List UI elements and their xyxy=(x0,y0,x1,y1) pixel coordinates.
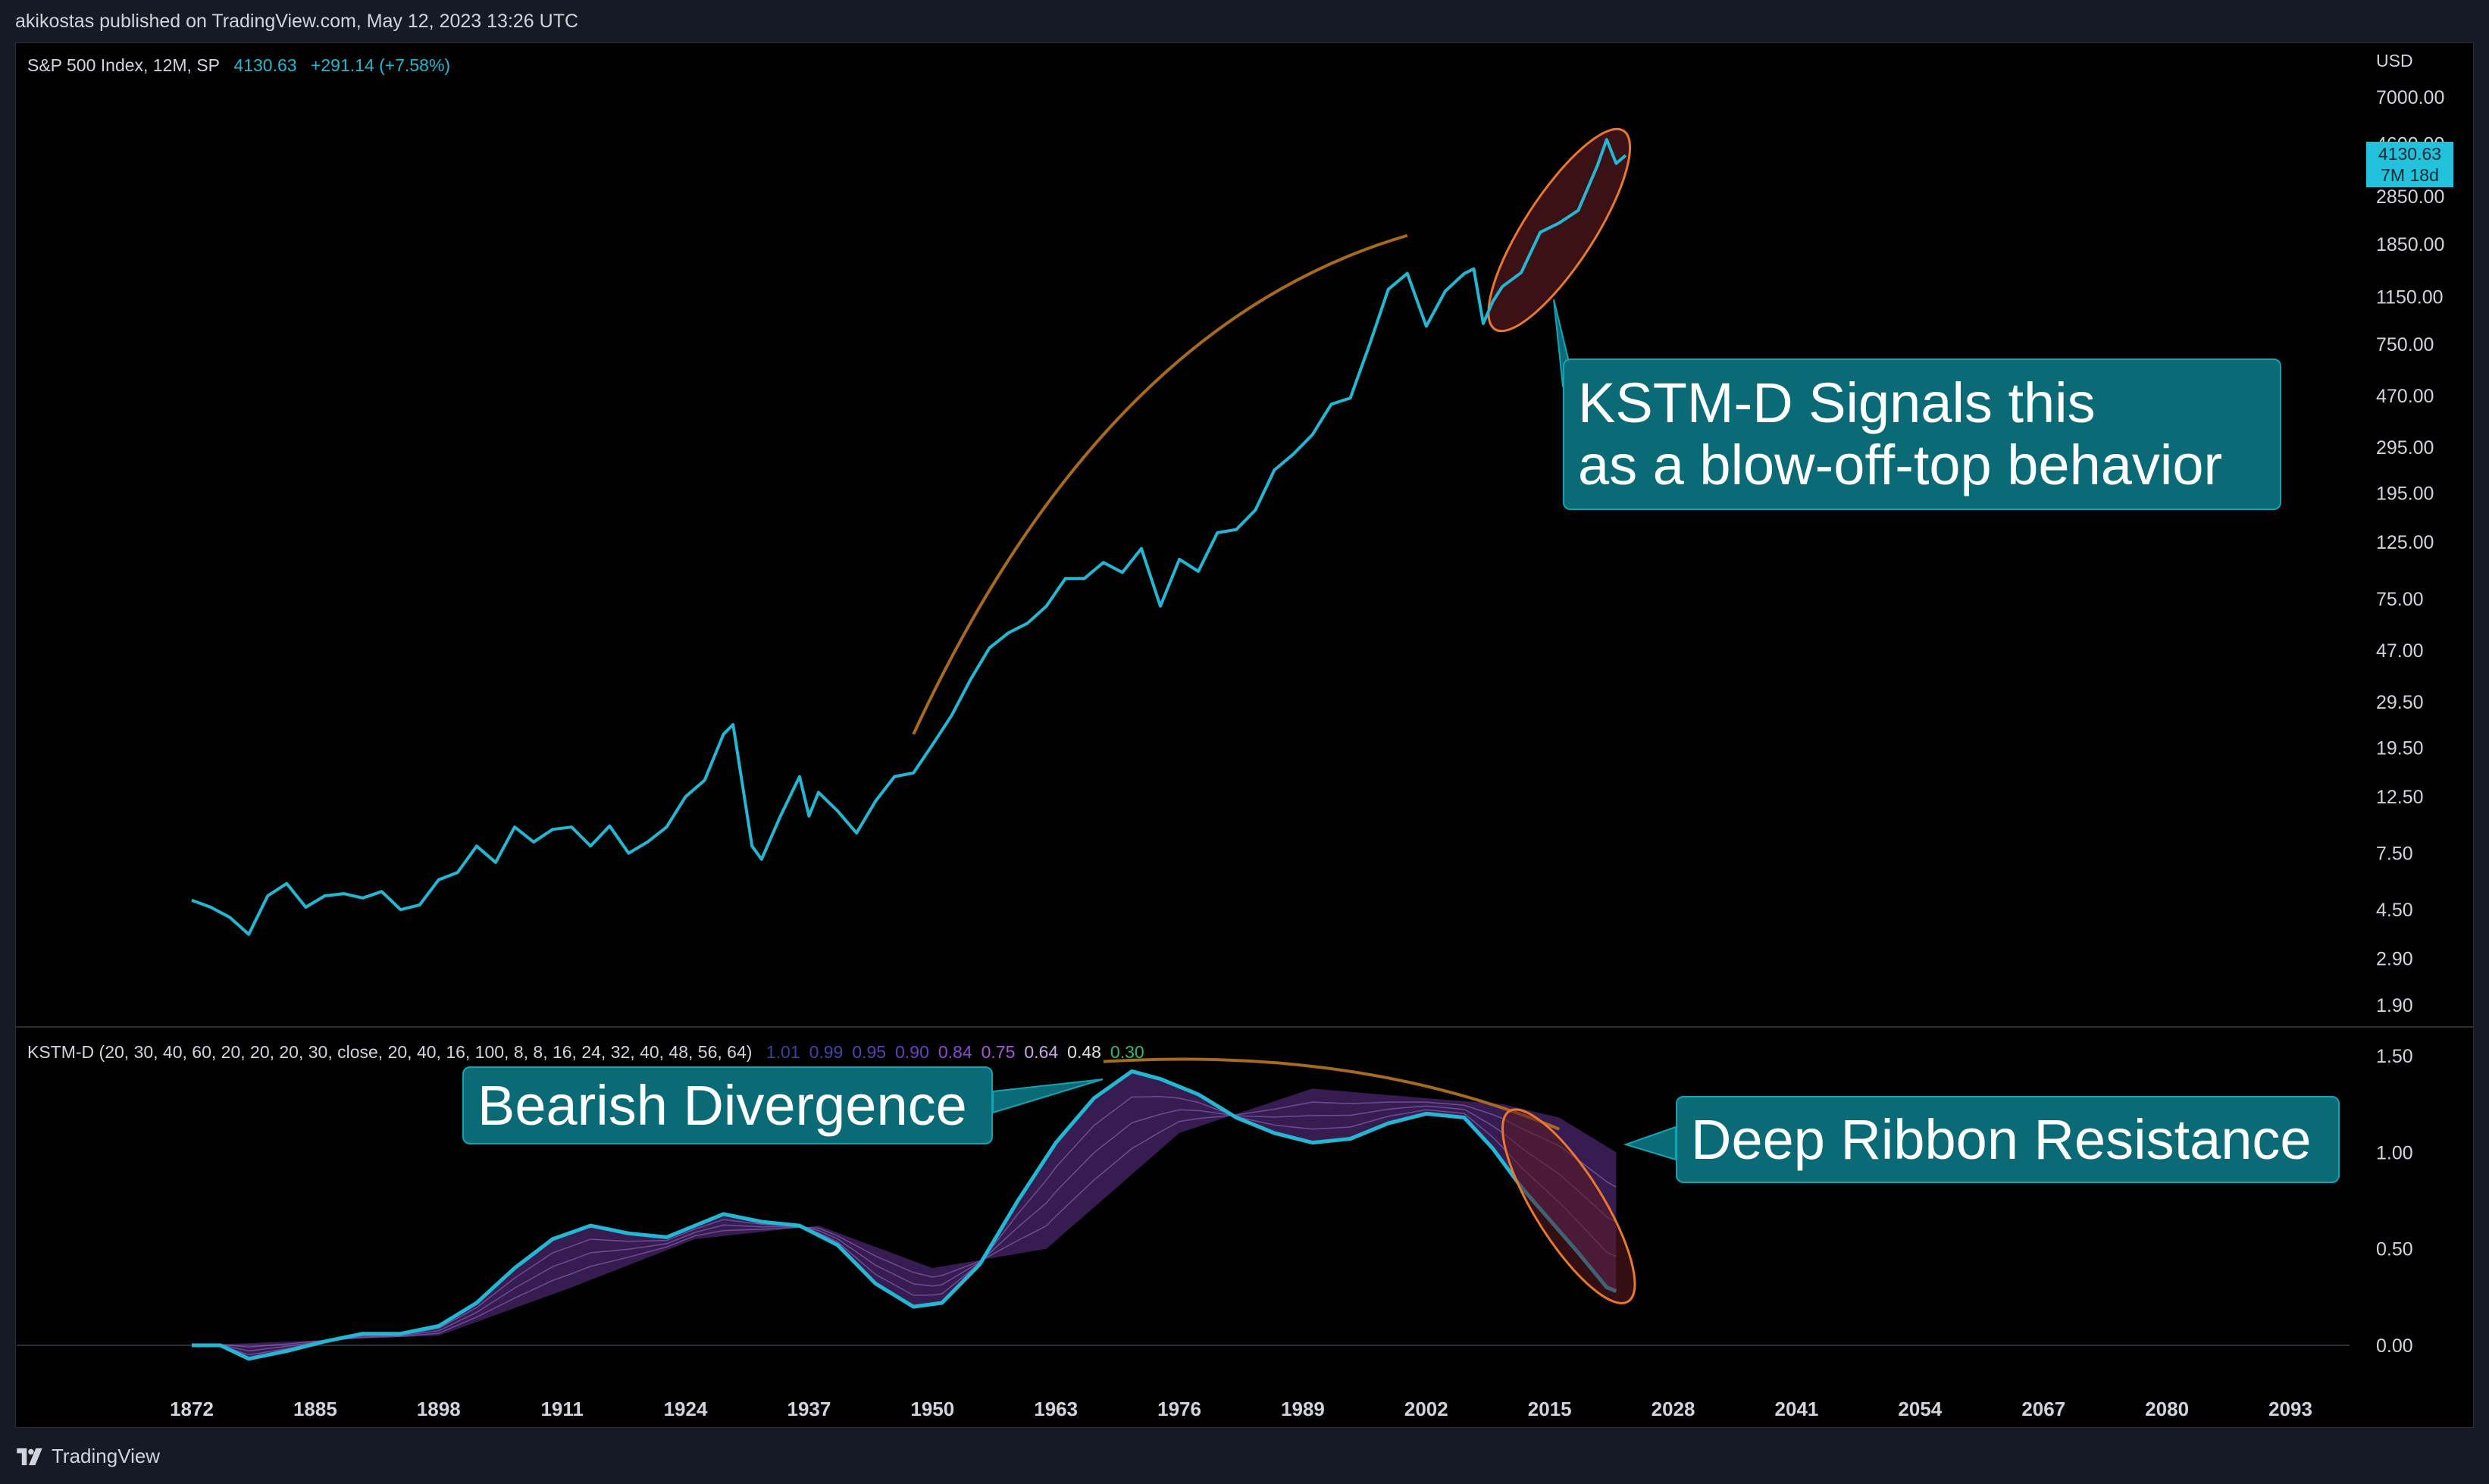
ribbon-line xyxy=(191,1101,1617,1348)
time-axis-label: 1976 xyxy=(1157,1398,1201,1420)
price-axis-label: 1150.00 xyxy=(2376,286,2444,308)
price-trend-curve xyxy=(912,233,1408,735)
tradingview-brand[interactable]: TradingView xyxy=(15,1445,160,1468)
time-axis-label: 2028 xyxy=(1652,1398,1695,1420)
price-axis-label: 47.00 xyxy=(2376,640,2424,662)
time-axis-label: 1911 xyxy=(540,1398,583,1420)
price-line[interactable] xyxy=(191,138,1627,936)
blowoff-callout: KSTM-D Signals this as a blow-off-top be… xyxy=(1563,358,2281,510)
ribbon-band xyxy=(192,1071,1617,1359)
time-axis-label: 2041 xyxy=(1775,1398,1819,1420)
symbol-label: S&P 500 Index, 12M, SP xyxy=(27,55,221,75)
last-price-tag: 4130.63 7M 18d xyxy=(2366,142,2453,187)
price-axis-label: 75.00 xyxy=(2376,589,2424,610)
ribbon-resistance-callout: Deep Ribbon Resistance xyxy=(1676,1096,2340,1183)
bearish-divergence-callout: Bearish Divergence xyxy=(462,1066,993,1144)
time-axis-label: 1963 xyxy=(1034,1398,1078,1420)
last-price: 4130.63 xyxy=(233,55,297,75)
time-axis-label: 2067 xyxy=(2021,1398,2065,1420)
tradingview-logo-icon xyxy=(17,1448,42,1465)
indicator-value: 0.48 xyxy=(1067,1042,1101,1062)
price-axis-label: 12.50 xyxy=(2376,787,2424,808)
time-axis-label: 1989 xyxy=(1281,1398,1325,1420)
brand-name: TradingView xyxy=(52,1445,161,1467)
time-axis-label: 1885 xyxy=(293,1398,337,1420)
price-trend-arc xyxy=(912,233,1408,735)
indicator-value: 0.75 xyxy=(981,1042,1016,1062)
indicator-value: 0.95 xyxy=(852,1042,887,1062)
price-axis-label: 1.90 xyxy=(2376,995,2413,1016)
time-axis-label: 1898 xyxy=(417,1398,461,1420)
ribbon-line xyxy=(191,1096,1617,1356)
price-axis-label: 7.50 xyxy=(2376,844,2413,865)
chart-frame[interactable] xyxy=(15,42,2474,1428)
price-axis-label: 4.50 xyxy=(2376,900,2413,921)
indicator-value: 1.01 xyxy=(765,1042,800,1062)
kstm-ribbon xyxy=(191,1071,1617,1359)
indicator-axis[interactable]: 1.50 1.00 0.50 0.00 xyxy=(2376,1046,2413,1357)
time-axis-label: 2002 xyxy=(1404,1398,1448,1420)
price-change: +291.14 (+7.58%) xyxy=(310,55,451,75)
publish-attribution: akikostas published on TradingView.com, … xyxy=(15,11,579,32)
price-axis-label: 125.00 xyxy=(2376,532,2434,553)
kstm-series[interactable] xyxy=(192,1069,1617,1361)
price-axis-label: 2.90 xyxy=(2376,948,2413,969)
kstm-trend-arc xyxy=(1103,1057,1561,1131)
time-axis-label: 1937 xyxy=(787,1398,831,1420)
ribbon-ellipse-shape xyxy=(1501,1108,1636,1304)
ribbon-pointer xyxy=(1623,1126,1677,1161)
callout-line-1: KSTM-D Signals this xyxy=(1578,371,2096,434)
bearish-pointer xyxy=(992,1079,1104,1114)
price-legend[interactable]: S&P 500 Index, 12M, SP 4130.63 +291.14 (… xyxy=(27,55,459,76)
indicator-value: 0.64 xyxy=(1024,1042,1059,1062)
blowoff-ellipse-shape xyxy=(1487,127,1632,333)
price-series[interactable] xyxy=(191,138,1627,936)
price-tag-value: 4130.63 xyxy=(2378,144,2442,164)
kstm-trend-curve xyxy=(1103,1057,1561,1131)
indicator-axis-label: 0.50 xyxy=(2376,1239,2413,1260)
time-axis[interactable]: 1872 1885 1898 1911 1924 1937 1950 1963 1976 1989… xyxy=(170,1398,2312,1420)
indicator-legend[interactable]: KSTM-D (20, 30, 40, 60, 20, 20, 20, 30, … xyxy=(27,1042,1163,1063)
indicator-value: 0.30 xyxy=(1110,1042,1144,1062)
indicator-value: 0.90 xyxy=(895,1042,929,1062)
ribbon-line xyxy=(191,1105,1617,1352)
price-axis-label: 295.00 xyxy=(2376,437,2434,459)
title-bar: akikostas published on TradingView.com, … xyxy=(0,0,2489,42)
time-axis-label: 1872 xyxy=(170,1398,214,1420)
time-axis-label: 2080 xyxy=(2145,1398,2189,1420)
currency-label: USD xyxy=(2376,51,2413,70)
price-axis-label: 19.50 xyxy=(2376,737,2424,759)
indicator-values: 1.01 0.99 0.95 0.90 0.84 0.75 0.64 0.48 0.30 xyxy=(766,1042,1154,1062)
indicator-axis-label: 0.00 xyxy=(2376,1335,2413,1357)
time-axis-label: 2093 xyxy=(2268,1398,2312,1420)
indicator-name: KSTM-D (20, 30, 40, 60, 20, 20, 20, 30, … xyxy=(27,1042,753,1062)
price-axis-label: 1850.00 xyxy=(2376,234,2444,255)
price-axis-label: 195.00 xyxy=(2376,483,2434,504)
callout-line-2: as a blow-off-top behavior xyxy=(1578,434,2223,496)
blowoff-ellipse xyxy=(1487,127,1632,333)
indicator-axis-label: 1.50 xyxy=(2376,1046,2413,1067)
price-axis-label: 7000.00 xyxy=(2376,87,2444,108)
time-axis-label: 1950 xyxy=(910,1398,954,1420)
pane-separator[interactable] xyxy=(15,1026,2474,1028)
indicator-axis-label: 1.00 xyxy=(2376,1142,2413,1163)
ribbon-ellipse xyxy=(1501,1108,1636,1304)
price-axis-label: 750.00 xyxy=(2376,334,2434,355)
footer: TradingView xyxy=(0,1428,2489,1484)
price-axis-label: 2850.00 xyxy=(2376,186,2444,208)
time-axis-label: 2015 xyxy=(1528,1398,1572,1420)
time-axis-label: 2054 xyxy=(1898,1398,1942,1420)
price-axis[interactable]: 7000.004600.002850.001850.001150.00750.0… xyxy=(2376,87,2444,1016)
price-axis-label: 29.50 xyxy=(2376,692,2424,713)
time-axis-label: 1924 xyxy=(664,1398,708,1420)
price-tag-countdown: 7M 18d xyxy=(2381,165,2439,185)
price-axis-label: 470.00 xyxy=(2376,386,2434,407)
kstm-line[interactable] xyxy=(192,1069,1617,1361)
indicator-value: 0.84 xyxy=(938,1042,972,1062)
indicator-value: 0.99 xyxy=(809,1042,844,1062)
